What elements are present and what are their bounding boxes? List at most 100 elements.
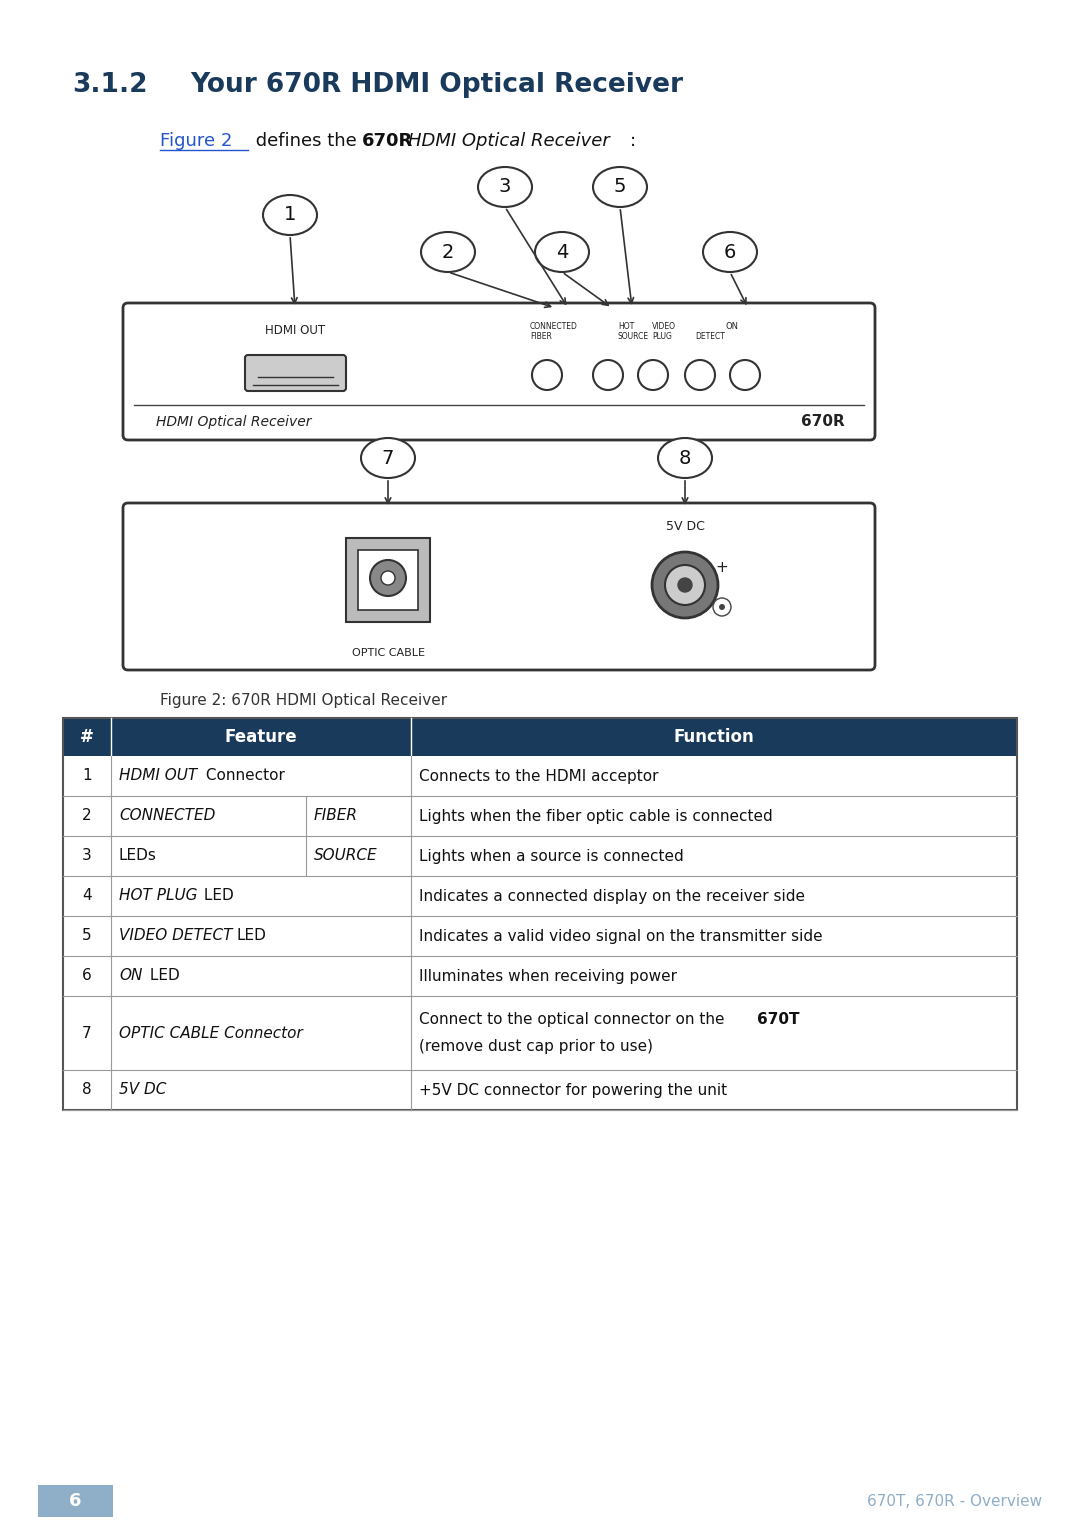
Text: OPTIC CABLE Connector: OPTIC CABLE Connector — [119, 1025, 302, 1040]
Text: Feature: Feature — [225, 728, 297, 746]
Text: HDMI OUT: HDMI OUT — [119, 769, 198, 783]
Text: SOURCE: SOURCE — [314, 849, 378, 864]
Bar — [63, 996, 1017, 1069]
Text: HDMI Optical Receiver: HDMI Optical Receiver — [408, 132, 610, 150]
Text: 670R: 670R — [362, 132, 414, 150]
Text: Lights when the fiber optic cable is connected: Lights when the fiber optic cable is con… — [419, 809, 773, 824]
Circle shape — [730, 360, 760, 391]
Text: HDMI Optical Receiver: HDMI Optical Receiver — [156, 415, 311, 429]
Text: OPTIC CABLE: OPTIC CABLE — [351, 648, 424, 659]
Circle shape — [713, 597, 731, 616]
Text: 5: 5 — [82, 928, 92, 944]
Ellipse shape — [478, 167, 532, 207]
Ellipse shape — [421, 231, 475, 273]
Circle shape — [719, 604, 725, 610]
Text: 5: 5 — [613, 178, 626, 196]
Bar — [63, 836, 1017, 876]
Text: 1: 1 — [82, 769, 92, 783]
Text: CONNECTED: CONNECTED — [530, 322, 578, 331]
Ellipse shape — [703, 231, 757, 273]
Text: FIBER: FIBER — [530, 332, 552, 342]
Text: LED: LED — [199, 889, 233, 904]
Text: Connects to the HDMI acceptor: Connects to the HDMI acceptor — [419, 769, 659, 783]
Text: 670R: 670R — [801, 415, 845, 429]
Text: 1: 1 — [284, 205, 296, 225]
Ellipse shape — [593, 167, 647, 207]
Text: Connect to the optical connector on the: Connect to the optical connector on the — [419, 1013, 725, 1026]
Circle shape — [678, 578, 692, 591]
Ellipse shape — [658, 438, 712, 478]
Text: LED: LED — [145, 968, 179, 984]
Text: LED: LED — [237, 928, 267, 944]
Text: Connector: Connector — [201, 769, 285, 783]
Text: defines the: defines the — [249, 132, 363, 150]
Bar — [63, 1069, 1017, 1111]
Text: Indicates a valid video signal on the transmitter side: Indicates a valid video signal on the tr… — [419, 928, 823, 944]
Text: 3: 3 — [82, 849, 92, 864]
Bar — [63, 755, 1017, 797]
FancyBboxPatch shape — [245, 355, 346, 391]
Bar — [38, 1485, 113, 1517]
Bar — [63, 876, 1017, 916]
Text: 4: 4 — [82, 889, 92, 904]
Bar — [63, 719, 1017, 755]
Text: 2: 2 — [82, 809, 92, 824]
Ellipse shape — [264, 195, 318, 234]
Text: 3.1.2: 3.1.2 — [72, 72, 148, 98]
Bar — [63, 797, 1017, 836]
Circle shape — [370, 561, 406, 596]
Text: 5V DC: 5V DC — [119, 1083, 166, 1097]
Text: Figure 2: Figure 2 — [160, 132, 232, 150]
Text: 6: 6 — [69, 1492, 81, 1511]
Circle shape — [638, 360, 669, 391]
Text: ON: ON — [119, 968, 143, 984]
Text: 8: 8 — [82, 1083, 92, 1097]
FancyBboxPatch shape — [346, 538, 430, 622]
Text: LEDs: LEDs — [119, 849, 157, 864]
Text: CONNECTED: CONNECTED — [119, 809, 215, 824]
Text: HOT PLUG: HOT PLUG — [119, 889, 198, 904]
Text: 3: 3 — [499, 178, 511, 196]
Circle shape — [685, 360, 715, 391]
Text: :: : — [630, 132, 636, 150]
Text: 8: 8 — [679, 449, 691, 467]
Text: FIBER: FIBER — [314, 809, 357, 824]
Text: Your 670R HDMI Optical Receiver: Your 670R HDMI Optical Receiver — [190, 72, 683, 98]
Text: (remove dust cap prior to use): (remove dust cap prior to use) — [419, 1039, 653, 1054]
Circle shape — [593, 360, 623, 391]
Text: ON: ON — [725, 322, 738, 331]
Text: Illuminates when receiving power: Illuminates when receiving power — [419, 968, 677, 984]
Text: 670T: 670T — [757, 1013, 799, 1026]
Text: VIDEO: VIDEO — [652, 322, 676, 331]
Circle shape — [665, 565, 705, 605]
Text: 2: 2 — [442, 242, 455, 262]
Text: #: # — [80, 728, 94, 746]
Text: SOURCE: SOURCE — [618, 332, 649, 342]
Text: 4: 4 — [556, 242, 568, 262]
Circle shape — [652, 552, 718, 617]
Text: +: + — [716, 559, 728, 574]
Text: 7: 7 — [382, 449, 394, 467]
Text: 6: 6 — [724, 242, 737, 262]
Text: HOT: HOT — [618, 322, 634, 331]
Text: +5V DC connector for powering the unit: +5V DC connector for powering the unit — [419, 1083, 727, 1097]
FancyBboxPatch shape — [123, 502, 875, 669]
Text: Figure 2: 670R HDMI Optical Receiver: Figure 2: 670R HDMI Optical Receiver — [160, 692, 447, 708]
Text: VIDEO DETECT: VIDEO DETECT — [119, 928, 232, 944]
Text: 670T, 670R - Overview: 670T, 670R - Overview — [867, 1494, 1042, 1509]
FancyBboxPatch shape — [123, 303, 875, 440]
Ellipse shape — [535, 231, 589, 273]
Text: 7: 7 — [82, 1025, 92, 1040]
Text: PLUG: PLUG — [652, 332, 672, 342]
Bar — [63, 956, 1017, 996]
Text: 6: 6 — [82, 968, 92, 984]
Text: HDMI OUT: HDMI OUT — [265, 323, 325, 337]
FancyBboxPatch shape — [357, 550, 418, 610]
Circle shape — [532, 360, 562, 391]
Ellipse shape — [361, 438, 415, 478]
Text: Indicates a connected display on the receiver side: Indicates a connected display on the rec… — [419, 889, 805, 904]
Text: DETECT: DETECT — [696, 332, 725, 342]
Text: Lights when a source is connected: Lights when a source is connected — [419, 849, 684, 864]
Bar — [63, 916, 1017, 956]
Circle shape — [381, 571, 395, 585]
